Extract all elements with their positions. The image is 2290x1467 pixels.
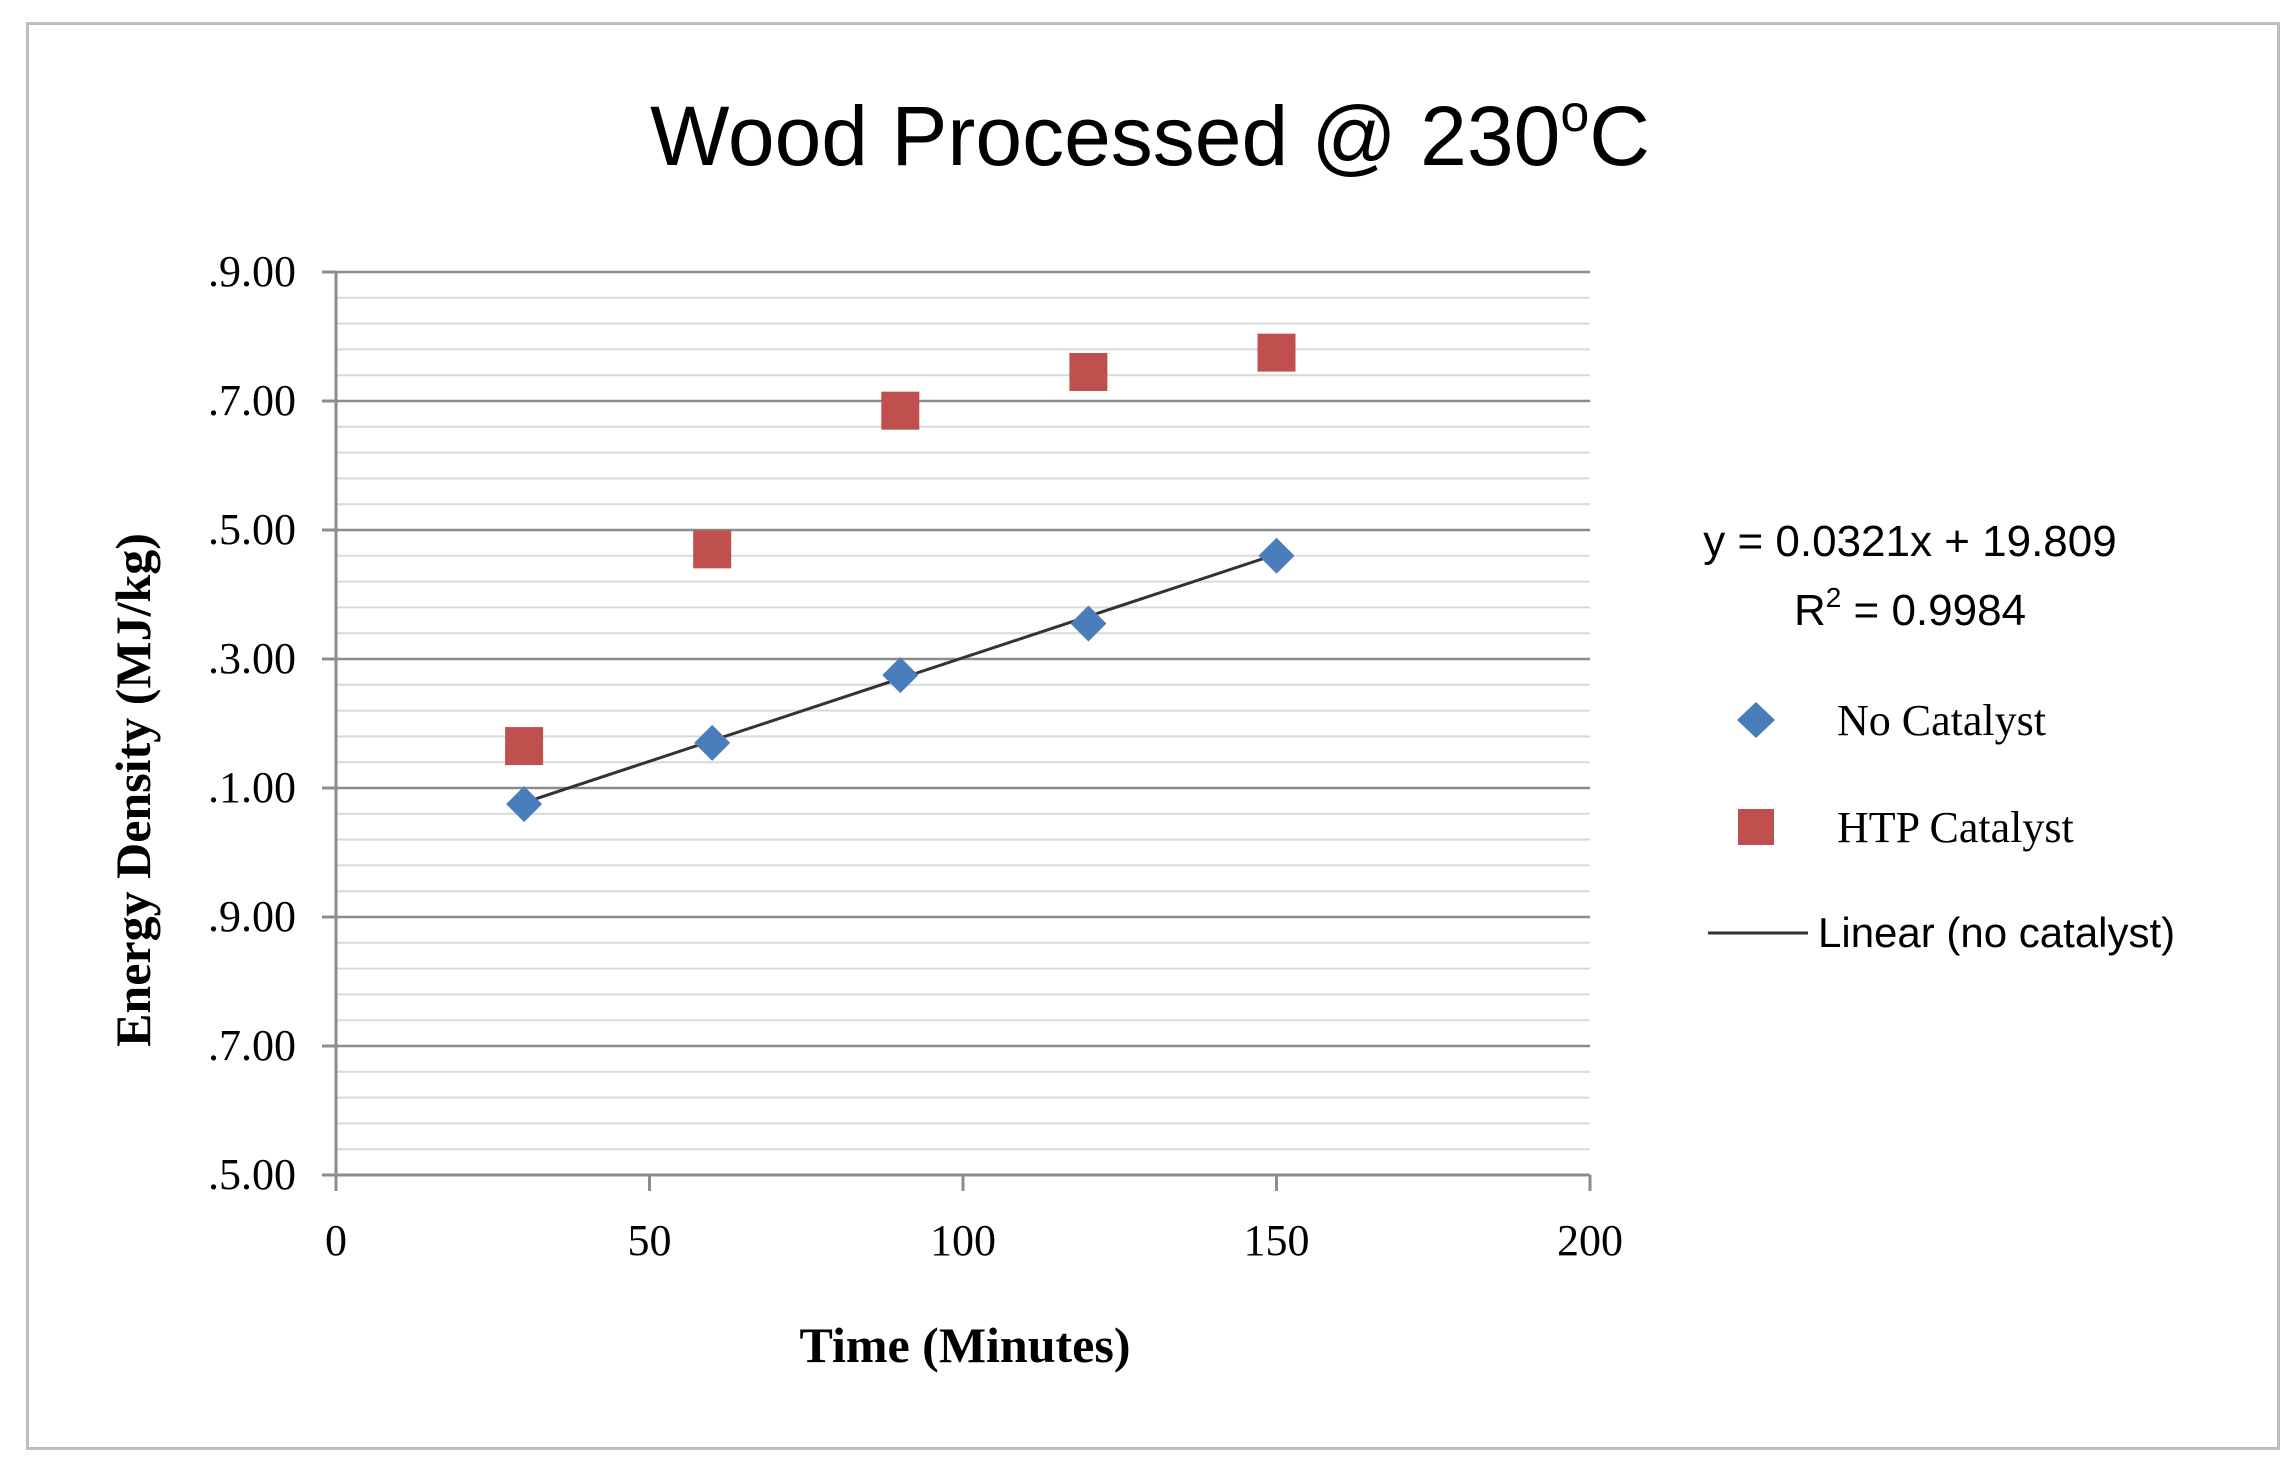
legend-label-linear: Linear (no catalyst) xyxy=(1818,909,2175,956)
axes xyxy=(322,270,1592,1191)
gridlines xyxy=(336,270,1590,1151)
equation-line: y = 0.0321x + 19.809 xyxy=(1703,517,2116,566)
data-point-square xyxy=(693,530,732,569)
y-tick-label: .1.00 xyxy=(208,763,296,812)
chart-title: Wood Processed @ 230oC xyxy=(650,85,1650,183)
legend-square-marker xyxy=(1738,809,1774,845)
r-squared-line: R2 = 0.9984 xyxy=(1794,582,2026,635)
legend-label-no-catalyst: No Catalyst xyxy=(1837,696,2046,745)
y-tick-label: .3.00 xyxy=(208,634,296,683)
series-htp-catalyst xyxy=(505,333,1296,766)
series-layer xyxy=(505,333,1296,823)
legend-item-htp-catalyst: HTP Catalyst xyxy=(1738,803,2074,852)
data-point-square xyxy=(1257,333,1296,372)
y-tick-labels: .5.00 .7.00 .9.00 .1.00 .3.00 .5.00 .7.00 .9.00 xyxy=(208,247,296,1199)
y-tick-label: .7.00 xyxy=(208,376,296,425)
legend-diamond-marker xyxy=(1737,702,1775,738)
data-point-diamond xyxy=(1070,605,1107,642)
x-tick-label: 200 xyxy=(1557,1216,1623,1265)
x-tick-label: 100 xyxy=(930,1216,996,1265)
trendline-equation: y = 0.0321x + 19.809 R2 = 0.9984 xyxy=(1703,517,2116,635)
data-point-square xyxy=(1069,352,1108,391)
legend-item-linear: Linear (no catalyst) xyxy=(1708,909,2175,956)
x-tick-labels: 0 50 100 150 200 xyxy=(325,1216,1623,1265)
data-point-diamond xyxy=(694,724,731,761)
data-point-square xyxy=(505,727,544,766)
data-point-square xyxy=(881,391,920,430)
legend-label-htp-catalyst: HTP Catalyst xyxy=(1837,803,2074,852)
data-point-diamond xyxy=(882,657,919,694)
data-point-diamond xyxy=(1258,537,1295,574)
legend: No Catalyst HTP Catalyst Linear (no cata… xyxy=(1708,696,2175,956)
x-tick-label: 0 xyxy=(325,1216,347,1265)
y-tick-label: .9.00 xyxy=(208,892,296,941)
x-axis-title: Time (Minutes) xyxy=(800,1317,1131,1373)
series-no-catalyst xyxy=(506,537,1295,823)
data-point-diamond xyxy=(506,786,543,823)
y-tick-label: .5.00 xyxy=(208,505,296,554)
y-tick-label: .9.00 xyxy=(208,247,296,296)
x-tick-label: 50 xyxy=(628,1216,672,1265)
legend-item-no-catalyst: No Catalyst xyxy=(1737,696,2046,745)
y-axis-title: Energy Density (MJ/kg) xyxy=(105,533,161,1047)
x-tick-label: 150 xyxy=(1244,1216,1310,1265)
y-tick-label: .5.00 xyxy=(208,1150,296,1199)
y-tick-label: .7.00 xyxy=(208,1021,296,1070)
